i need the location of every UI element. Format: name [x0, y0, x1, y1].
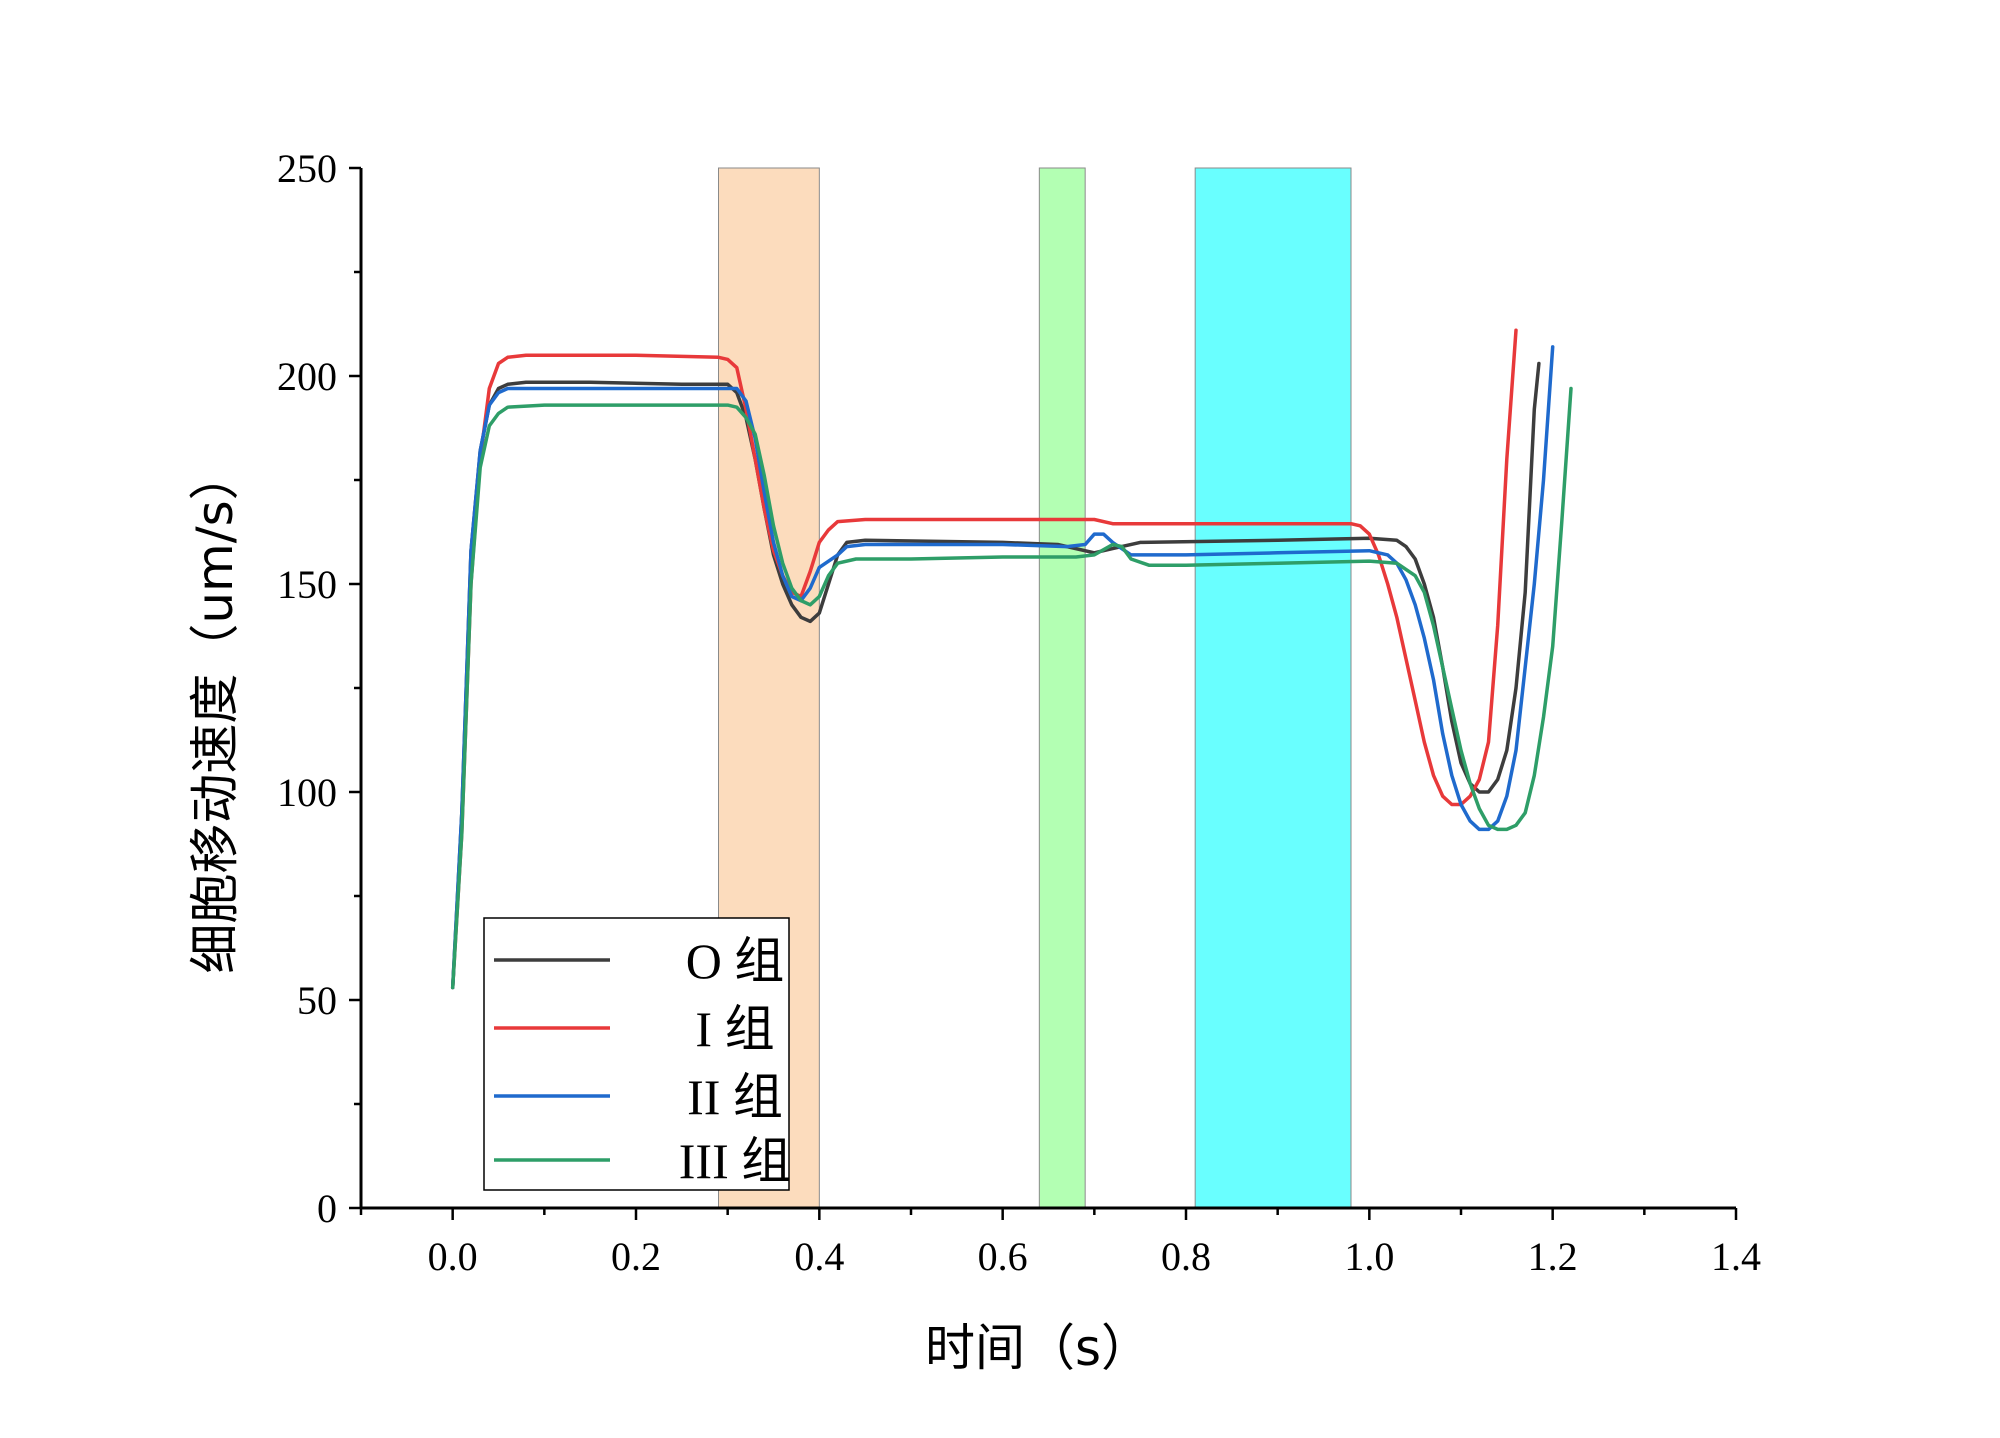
shaded-regions [718, 167, 1352, 1209]
x-axis-title: 时间（s） [925, 1319, 1151, 1377]
x-tick-label: 0.4 [794, 1234, 844, 1279]
series-line-1 [450, 361, 1541, 990]
legend-label-4: III 组 [679, 1133, 791, 1189]
x-tick-label: 0.8 [1161, 1234, 1211, 1279]
legend-label-2: I 组 [695, 1001, 774, 1057]
tick-marks [349, 166, 1738, 1220]
x-tick-label: 1.4 [1711, 1234, 1761, 1279]
y-tick-label: 0 [317, 1186, 337, 1231]
legend-label-3: II 组 [687, 1069, 783, 1125]
tick-labels: 0.0 0.2 0.4 0.6 0.8 1.0 1.2 1.4 0 50 100 150 200 250 [277, 146, 1761, 1279]
y-tick-label: 150 [277, 562, 337, 607]
legend-box [483, 917, 790, 1191]
y-tick-label: 50 [297, 978, 337, 1023]
y-tick-label: 250 [277, 146, 337, 191]
series-line-4 [450, 386, 1573, 990]
x-tick-label: 1.2 [1528, 1234, 1578, 1279]
series-line-2 [450, 328, 1518, 990]
x-tick-label: 0.2 [611, 1234, 661, 1279]
y-tick-label: 200 [277, 354, 337, 399]
shaded-region-2 [1038, 167, 1086, 1209]
y-axis-title: 细胞移动速度（um/s） [186, 450, 244, 973]
x-tick-label: 0.6 [978, 1234, 1028, 1279]
y-tick-label: 100 [277, 770, 337, 815]
x-tick-label: 0.0 [428, 1234, 478, 1279]
legend-label-1: O 组 [686, 933, 785, 989]
legend: O 组 I 组 II 组 III 组 [483, 917, 791, 1191]
series-line-3 [450, 345, 1555, 990]
x-tick-label: 1.0 [1344, 1234, 1394, 1279]
shaded-region-3 [1194, 167, 1352, 1209]
series-layer [450, 328, 1573, 990]
